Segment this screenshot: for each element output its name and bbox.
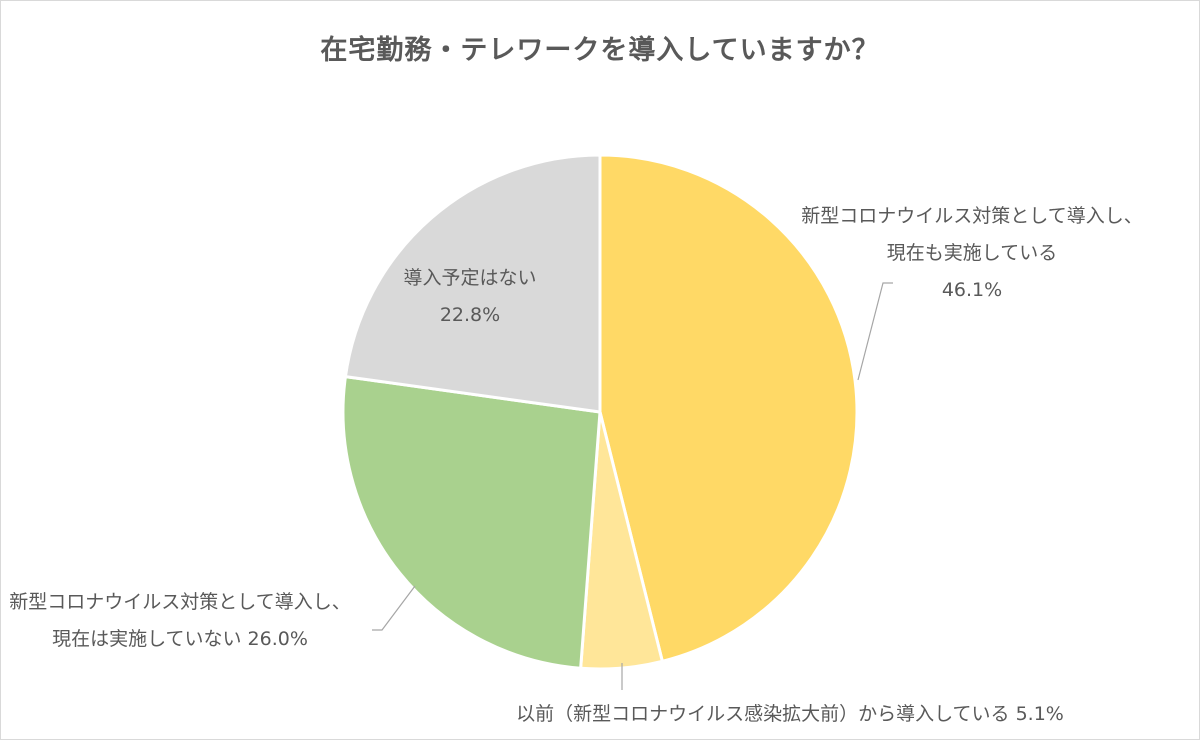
pie-slice-3 [341,375,602,670]
data-label-2-line-1: 以前（新型コロナウイルス感染拡大前）から導入している 5.1% [516,703,1064,725]
pie-slice-1 [598,153,859,663]
data-label-4: 導入予定はない 22.8% [403,267,536,326]
data-label-3-line-2: 現在は実施していない 26.0% [52,628,308,650]
data-label-1-line-1: 新型コロナウイルス対策として導入し、 [801,205,1142,227]
data-label-1: 新型コロナウイルス対策として導入し、現在も実施している 46.1% [801,205,1142,301]
data-label-1-line-2: 現在も実施している [887,242,1057,264]
data-label-1-line-3: 46.1% [942,279,1002,301]
pie-slice-4 [343,153,602,414]
leader-line-1 [857,282,893,381]
data-label-3: 新型コロナウイルス対策として導入し、現在は実施していない 26.0% [9,591,350,650]
leader-line-3 [372,585,416,631]
data-label-3-line-1: 新型コロナウイルス対策として導入し、 [9,591,350,613]
chart-title: 在宅勤務・テレワークを導入していますか？ [320,35,880,66]
data-label-4-line-2: 22.8% [440,304,500,326]
data-label-2: 以前（新型コロナウイルス感染拡大前）から導入している 5.1% [516,703,1064,725]
data-label-4-line-1: 導入予定はない [403,267,536,289]
